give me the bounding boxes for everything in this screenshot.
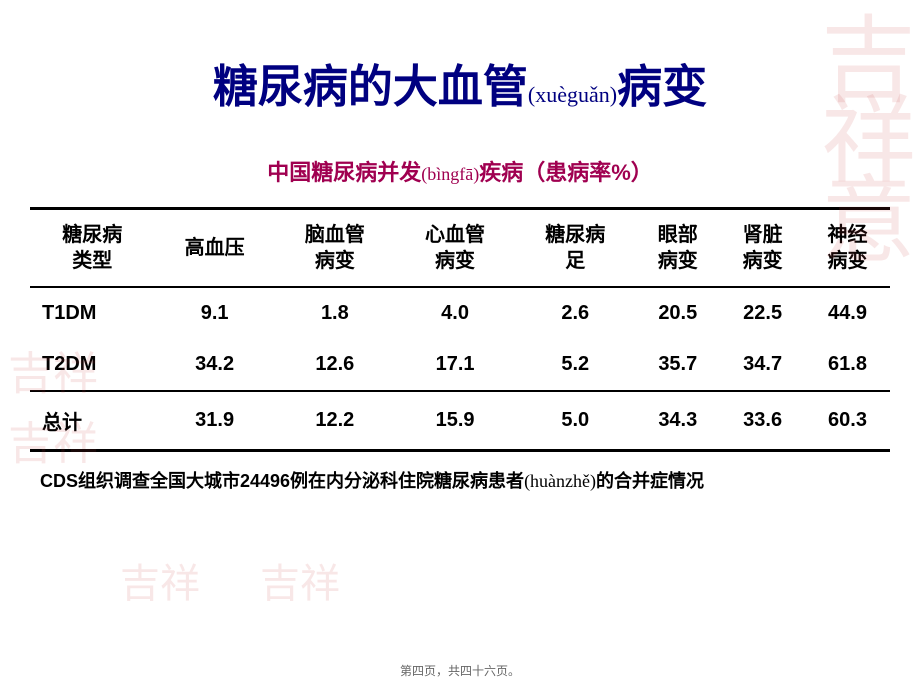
cell: 60.3 — [805, 391, 890, 451]
cell: 34.3 — [635, 391, 720, 451]
cell: 9.1 — [155, 287, 275, 339]
col-header-7: 神经病变 — [805, 209, 890, 288]
cell: 34.7 — [720, 339, 805, 391]
cell: 34.2 — [155, 339, 275, 391]
col-header-4: 糖尿病足 — [515, 209, 635, 288]
table-row: 总计 31.9 12.2 15.9 5.0 34.3 33.6 60.3 — [30, 391, 890, 451]
cell: 17.1 — [395, 339, 515, 391]
page-indicator: 第四页，共四十六页。 — [0, 662, 920, 679]
footnote-text: CDS组织调查全国大城市24496例在内分泌科住院糖尿病患者(huànzhě)的… — [30, 467, 890, 493]
cell: 1.8 — [275, 287, 395, 339]
col-header-6: 肾脏病变 — [720, 209, 805, 288]
cell: 12.2 — [275, 391, 395, 451]
cell: 2.6 — [515, 287, 635, 339]
slide-subtitle: 中国糖尿病并发(bìngfā)疾病（患病率%） — [30, 155, 890, 187]
cell: 5.2 — [515, 339, 635, 391]
seal-decoration-bottom-1: 吉祥 — [120, 567, 200, 601]
footnote-suffix: 的合并症情况 — [596, 471, 704, 491]
slide-title: 糖尿病的大血管(xuèguǎn)病变 — [30, 50, 890, 115]
cell: 22.5 — [720, 287, 805, 339]
col-header-0: 糖尿病类型 — [30, 209, 155, 288]
subtitle-prefix: 中国糖尿病并发 — [267, 160, 421, 185]
col-header-1: 高血压 — [155, 209, 275, 288]
cell: 4.0 — [395, 287, 515, 339]
cell: 44.9 — [805, 287, 890, 339]
cell: 总计 — [30, 391, 155, 451]
title-pinyin: (xuèguǎn) — [528, 82, 617, 107]
footnote-pinyin: (huànzhě) — [524, 471, 596, 491]
cell: 35.7 — [635, 339, 720, 391]
table-row: T2DM 34.2 12.6 17.1 5.2 35.7 34.7 61.8 — [30, 339, 890, 391]
slide-container: 吉祥意 吉祥 吉祥 吉祥 吉祥 糖尿病的大血管(xuèguǎn)病变 中国糖尿病… — [0, 0, 920, 691]
cell: T2DM — [30, 339, 155, 391]
subtitle-pinyin: (bìngfā) — [421, 164, 479, 184]
seal-decoration-bottom-2: 吉祥 — [260, 567, 340, 601]
cell: 20.5 — [635, 287, 720, 339]
table-row: T1DM 9.1 1.8 4.0 2.6 20.5 22.5 44.9 — [30, 287, 890, 339]
col-header-2: 脑血管病变 — [275, 209, 395, 288]
cell: 12.6 — [275, 339, 395, 391]
subtitle-suffix: 疾病（患病率%） — [479, 160, 653, 185]
prevalence-table: 糖尿病类型 高血压 脑血管病变 心血管病变 糖尿病足 眼部病变 肾脏病变 神经病… — [30, 207, 890, 452]
title-prefix: 糖尿病的大血管 — [213, 62, 528, 112]
col-header-5: 眼部病变 — [635, 209, 720, 288]
title-suffix: 病变 — [617, 62, 707, 112]
cell: 61.8 — [805, 339, 890, 391]
cell: 31.9 — [155, 391, 275, 451]
cell: 33.6 — [720, 391, 805, 451]
cell: T1DM — [30, 287, 155, 339]
table-header-row: 糖尿病类型 高血压 脑血管病变 心血管病变 糖尿病足 眼部病变 肾脏病变 神经病… — [30, 209, 890, 288]
cell: 5.0 — [515, 391, 635, 451]
footnote-prefix: CDS组织调查全国大城市24496例在内分泌科住院糖尿病患者 — [40, 471, 524, 491]
cell: 15.9 — [395, 391, 515, 451]
col-header-3: 心血管病变 — [395, 209, 515, 288]
